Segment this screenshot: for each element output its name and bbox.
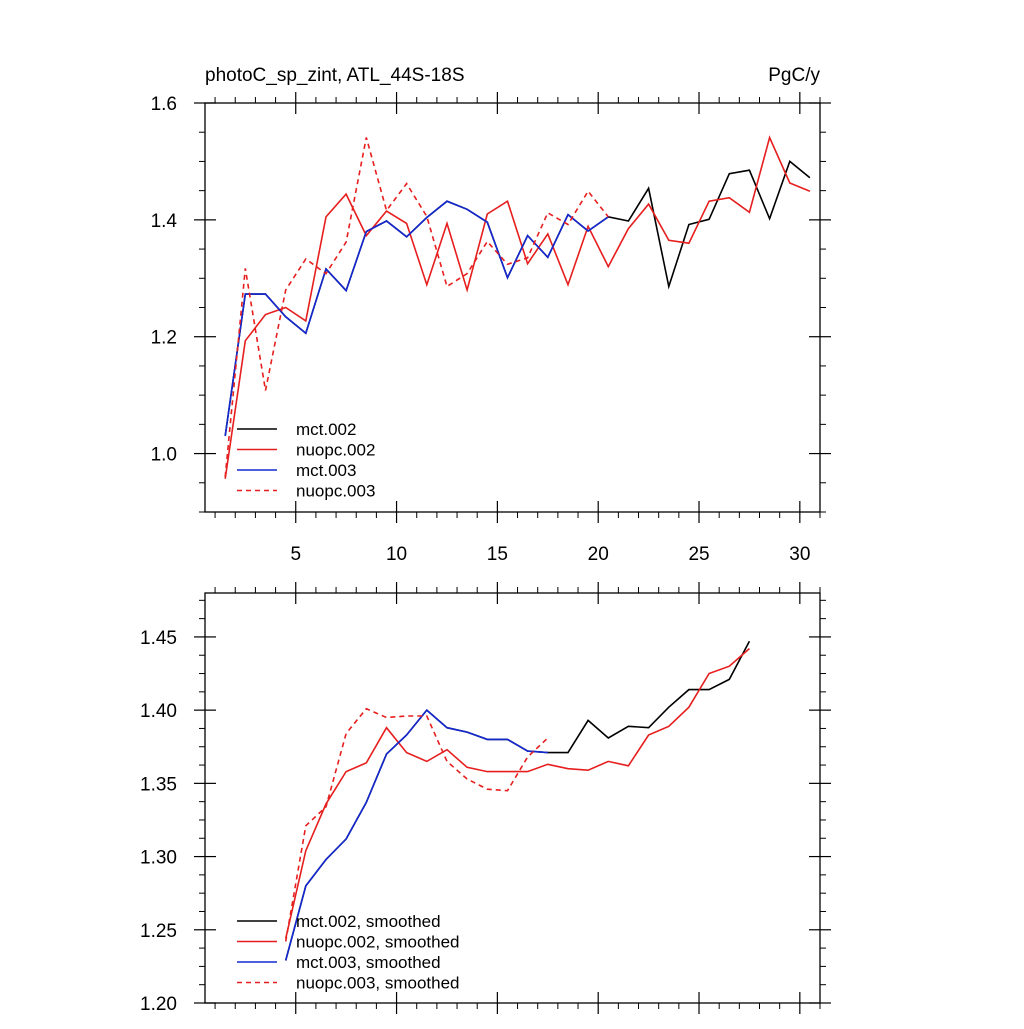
legend-label: mct.002 — [296, 420, 356, 439]
top-panel: 5 10 15 20 25 30 1.0 1.2 1.4 1.6 photoC_sp_zint, A… — [151, 65, 831, 565]
series-line-nuopc-002 — [224, 135, 811, 479]
y-tick-label: 1.30 — [140, 848, 177, 869]
bottom-panel: 1.20 1.25 1.30 1.35 1.40 1.45 mct.002, smoothe… — [140, 582, 831, 1015]
y-tick-label: 1.20 — [140, 994, 177, 1015]
legend-label: nuopc.002, smoothed — [296, 933, 460, 952]
chart-title: photoC_sp_zint, ATL_44S-18S — [205, 65, 465, 86]
chart-units: PgC/y — [768, 65, 820, 86]
y-tick-label: 1.0 — [151, 445, 177, 466]
x-tick-label: 25 — [688, 544, 709, 565]
legend-label: mct.003 — [296, 461, 356, 480]
series-line-mct-003 — [224, 200, 609, 437]
x-tick-label: 15 — [487, 544, 508, 565]
series-line-mct-003-smoothed — [284, 708, 548, 961]
x-tick-label: 30 — [789, 544, 810, 565]
y-tick-label: 1.4 — [151, 211, 178, 232]
x-tick-label: 5 — [290, 544, 301, 565]
y-tick-label: 1.2 — [151, 328, 177, 349]
x-tick-label: 10 — [386, 544, 407, 565]
legend-label: mct.003, smoothed — [296, 953, 441, 972]
series-line-nuopc-003 — [224, 137, 609, 477]
y-tick-label: 1.35 — [140, 774, 177, 795]
x-tick-label: 20 — [588, 544, 609, 565]
y-tick-label: 1.45 — [140, 628, 177, 649]
legend-label: mct.002, smoothed — [296, 912, 441, 931]
series-line-mct-002 — [224, 160, 811, 437]
y-tick-label: 1.25 — [140, 921, 177, 942]
legend-label: nuopc.003, smoothed — [296, 974, 460, 993]
series-line-nuopc-003-smoothed — [284, 707, 549, 942]
series-line-nuopc-002-smoothed — [284, 647, 750, 939]
y-tick-label: 1.40 — [140, 701, 177, 722]
y-tick-label: 1.6 — [151, 94, 177, 115]
plot-frame — [204, 592, 821, 1004]
legend-label: nuopc.003 — [296, 482, 375, 501]
legend-label: nuopc.002 — [296, 441, 375, 460]
